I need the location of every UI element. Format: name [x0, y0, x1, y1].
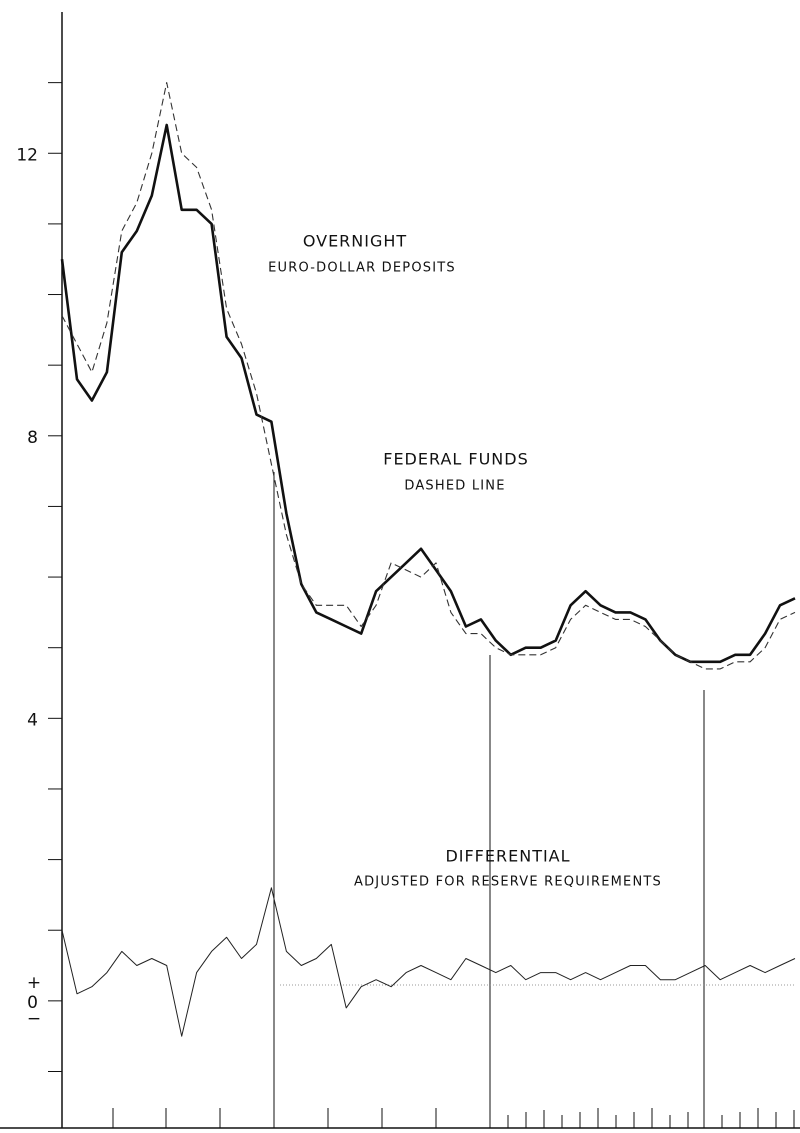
annotation: OVERNIGHT [303, 232, 407, 251]
series-line [61, 82, 796, 670]
series-line [60, 123, 796, 664]
sign-label: + [27, 973, 41, 993]
x-ticks [112, 1108, 795, 1128]
y-tick-label: 0 [27, 993, 38, 1013]
annotation: FEDERAL FUNDS [383, 450, 529, 469]
annotation: DASHED LINE [404, 479, 505, 494]
y-tick-label: 4 [27, 710, 38, 730]
series-line [61, 887, 796, 1037]
annotation: EURO-DOLLAR DEPOSITS [268, 261, 456, 276]
y-tick-label: 8 [27, 428, 38, 448]
sign-label: − [27, 1009, 41, 1029]
annotation: DIFFERENTIAL [445, 847, 570, 866]
annotation: ADJUSTED FOR RESERVE REQUIREMENTS [354, 875, 662, 890]
y-tick-label: 12 [16, 145, 38, 165]
